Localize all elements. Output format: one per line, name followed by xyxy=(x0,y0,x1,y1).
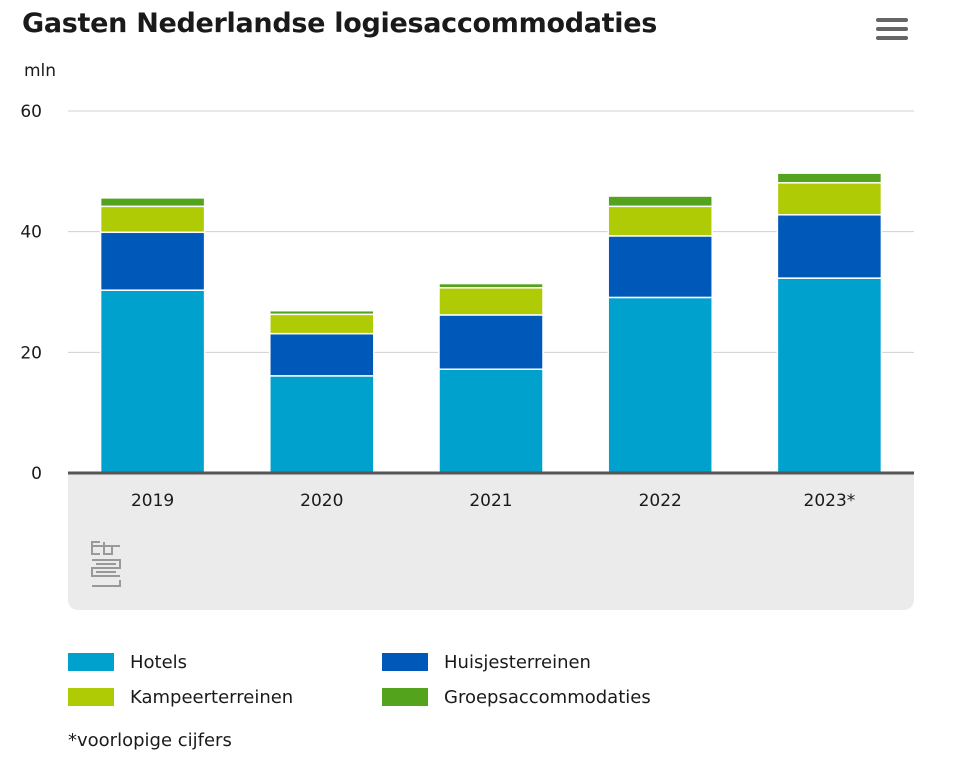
bar-segment[interactable] xyxy=(607,195,713,208)
legend-item-kampeerterreinen[interactable]: Kampeerterreinen xyxy=(68,685,293,709)
legend-label: Kampeerterreinen xyxy=(130,686,294,708)
bar-series xyxy=(99,172,883,474)
bar-segment[interactable] xyxy=(99,197,206,208)
y-tick-label: 20 xyxy=(20,343,42,363)
y-axis-unit-label: mln xyxy=(24,61,57,81)
legend-label: Groepsaccommodaties xyxy=(444,686,651,708)
x-axis-ticks: 2019 2020 2021 2022 2023* xyxy=(131,491,855,511)
bar-segment[interactable] xyxy=(776,277,883,474)
bar-segment[interactable] xyxy=(269,375,375,474)
bar-segment[interactable] xyxy=(776,214,883,279)
bar-segment[interactable] xyxy=(269,332,375,377)
x-axis-panel xyxy=(68,474,914,610)
bar-segment[interactable] xyxy=(776,172,883,184)
bar-segment[interactable] xyxy=(438,287,544,316)
y-tick-label: 0 xyxy=(31,464,42,484)
legend-swatch xyxy=(68,653,114,671)
chart-title: Gasten Nederlandse logiesaccommodaties xyxy=(22,8,658,39)
y-tick-label: 60 xyxy=(20,102,42,122)
bar-segment[interactable] xyxy=(607,235,713,299)
legend-swatch xyxy=(382,653,428,671)
cbs-logo xyxy=(91,541,121,587)
bar-segment[interactable] xyxy=(607,205,713,237)
x-tick-label: 2020 xyxy=(300,491,343,511)
x-tick-label: 2019 xyxy=(131,491,174,511)
y-axis-ticks: 0 20 40 60 xyxy=(20,102,42,484)
x-tick-label: 2021 xyxy=(469,491,512,511)
bar-segment[interactable] xyxy=(438,368,544,474)
bar-segment[interactable] xyxy=(607,296,713,474)
legend-item-groepsaccommodaties[interactable]: Groepsaccommodaties xyxy=(382,685,651,709)
bar-segment[interactable] xyxy=(269,309,375,316)
bar-segment[interactable] xyxy=(438,282,544,289)
x-tick-label: 2022 xyxy=(639,491,682,511)
bar-segment[interactable] xyxy=(776,182,883,216)
footnote: *voorlopige cijfers xyxy=(68,730,232,751)
hamburger-menu-icon[interactable] xyxy=(876,18,912,48)
legend-label: Huisjesterreinen xyxy=(444,651,591,673)
legend-swatch xyxy=(382,688,428,706)
bar-segment[interactable] xyxy=(99,231,206,291)
bar-segment[interactable] xyxy=(99,289,206,474)
bar-segment[interactable] xyxy=(99,205,206,234)
bar-segment[interactable] xyxy=(438,314,544,370)
x-tick-label: 2023* xyxy=(804,491,856,511)
legend-swatch xyxy=(68,688,114,706)
y-tick-label: 40 xyxy=(20,223,42,243)
legend-item-huisjesterreinen[interactable]: Huisjesterreinen xyxy=(382,650,591,674)
bar-segment[interactable] xyxy=(269,313,375,335)
legend-label: Hotels xyxy=(130,651,188,673)
legend-item-hotels[interactable]: Hotels xyxy=(68,650,187,674)
chart-plot: 0 20 40 60 2019 2020 2021 2022 2023* xyxy=(20,102,914,610)
